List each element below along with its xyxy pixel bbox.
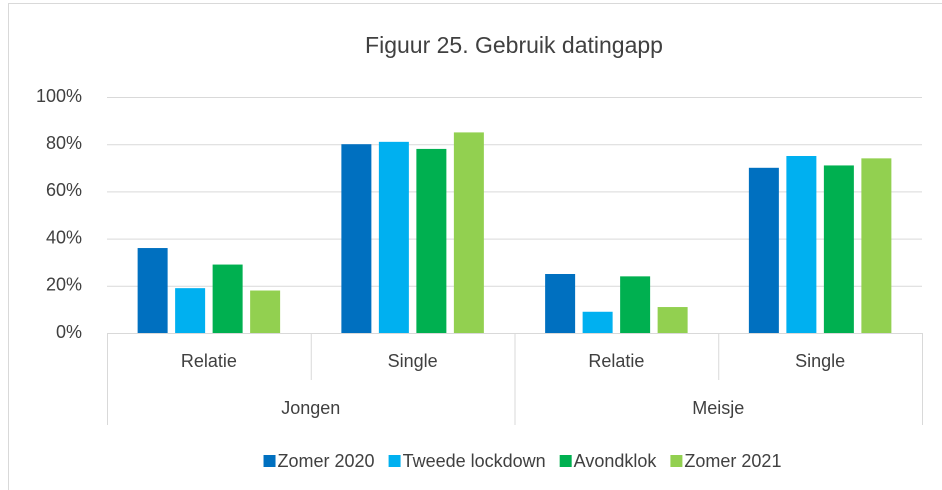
bar	[748, 167, 779, 333]
y-tick-label: 100%	[36, 86, 82, 106]
bar	[137, 248, 168, 333]
bar	[823, 165, 854, 333]
bar	[453, 132, 484, 333]
legend-label: Zomer 2020	[278, 451, 375, 471]
y-tick-label: 60%	[46, 180, 82, 200]
bar	[341, 144, 372, 333]
chart-border	[8, 3, 942, 490]
bar	[250, 290, 281, 333]
x-tick-label: Relatie	[181, 351, 237, 371]
group-label: Jongen	[281, 398, 340, 418]
legend-swatch	[263, 455, 276, 467]
legend-swatch	[670, 455, 683, 467]
y-tick-label: 20%	[46, 275, 82, 295]
bar	[175, 288, 206, 333]
x-tick-label: Single	[795, 351, 845, 371]
x-tick-label: Relatie	[588, 351, 644, 371]
bar	[786, 156, 817, 333]
bar	[416, 148, 447, 333]
bar	[545, 274, 576, 333]
y-tick-label: 40%	[46, 227, 82, 247]
legend-swatch	[559, 455, 572, 467]
bar	[378, 141, 409, 333]
legend-label: Tweede lockdown	[403, 451, 546, 471]
bar	[620, 276, 651, 333]
legend-swatch	[388, 455, 401, 467]
group-label: Meisje	[692, 398, 744, 418]
y-tick-label: 0%	[56, 322, 82, 342]
bar	[861, 158, 892, 333]
y-tick-label: 80%	[46, 133, 82, 153]
legend-label: Zomer 2021	[684, 451, 781, 471]
bar	[212, 264, 243, 333]
bar	[582, 311, 613, 333]
x-tick-label: Single	[388, 351, 438, 371]
bar	[657, 307, 688, 333]
chart-title: Figuur 25. Gebruik datingapp	[365, 32, 663, 58]
legend-label: Avondklok	[574, 451, 658, 471]
